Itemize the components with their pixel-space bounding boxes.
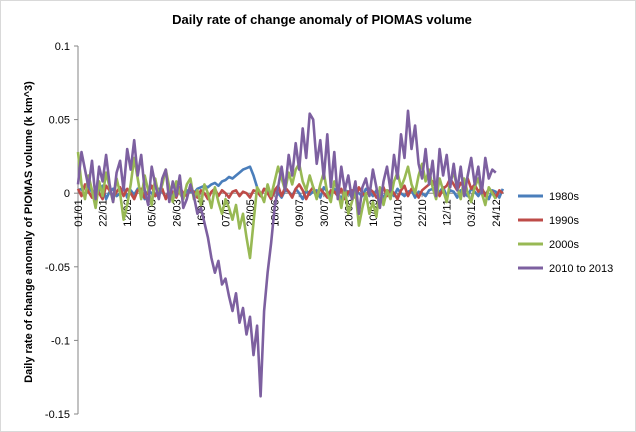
y-axis-label: Daily rate of change anomaly of PIOMAS v… [23,81,35,383]
x-tick-label: 12/02 [122,199,134,227]
x-tick-label: 01/10 [393,199,405,227]
legend-label: 2010 to 2013 [549,263,613,275]
y-tick-label: -0.15 [45,409,70,421]
x-tick-label: 12/11 [442,199,454,226]
y-tick-label: 0.05 [49,115,70,127]
y-tick-label: 0 [64,188,70,200]
x-tick-label: 05/03 [147,199,159,227]
x-tick-label: 22/10 [417,199,429,227]
x-tick-label: 09/07 [294,199,306,227]
y-axis-ticks: 0.1 0.05 0 -0.05 -0.1 -0.15 [45,41,78,421]
x-tick-label: 26/03 [171,199,183,227]
y-tick-label: -0.05 [45,262,70,274]
series-line-2010-to-2013 [76,109,497,398]
x-tick-label: 24/12 [491,199,503,227]
x-tick-label: 30/07 [319,199,331,227]
x-tick-label: 22/01 [98,199,110,227]
legend-label: 1990s [549,215,579,227]
x-tick-label: 03/12 [466,199,478,227]
series-lines [76,109,505,398]
legend-label: 2000s [549,239,579,251]
legend: 1980s 1990s 2000s 2010 to 2013 [518,191,613,275]
legend-label: 1980s [549,191,579,203]
x-tick-label: 28/05 [245,199,257,227]
y-tick-label: 0.1 [55,41,70,53]
chart-title: Daily rate of change anomaly of PIOMAS v… [172,12,472,27]
x-tick-label: 01/01 [73,199,85,227]
plot-area: 0.1 0.05 0 -0.05 -0.1 -0.15 01/01 22/01 12/02 05… [45,41,505,421]
y-tick-label: -0.1 [51,335,70,347]
